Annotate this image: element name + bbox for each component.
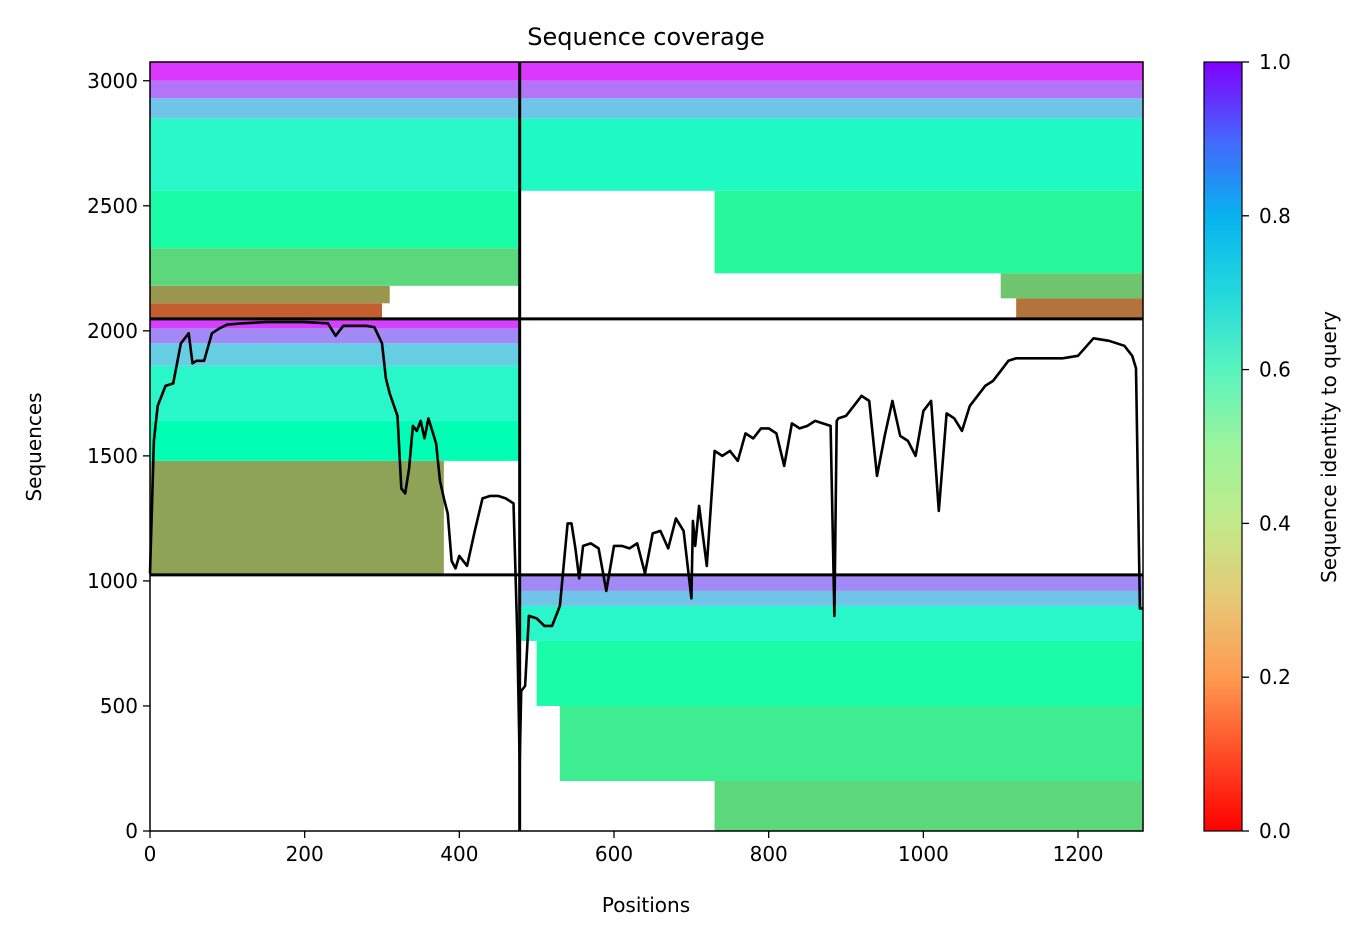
x-tick-label: 400 (440, 842, 478, 866)
coverage-line (148, 320, 1143, 765)
colorbar-tick-label: 0.0 (1259, 819, 1291, 843)
heatmap-band-2-3 (150, 343, 520, 366)
heatmap-band-3-1 (559, 705, 1143, 781)
colorbar-tick-label: 1.0 (1259, 50, 1291, 74)
x-tick-label: 600 (595, 842, 633, 866)
heatmap-band-0-7 (150, 62, 520, 81)
heatmap-band-0-6 (150, 80, 520, 99)
x-axis-title: Positions (602, 893, 690, 917)
x-axis-ticks: 0 200 400 600 800 1000 1200 (144, 831, 1104, 866)
y-axis-title: Sequences (22, 392, 46, 501)
heatmap-band-2-5 (150, 318, 520, 329)
y-axis-ticks: 0 500 1000 1500 2000 2500 3000 (87, 69, 150, 843)
colorbar-tick-label: 0.2 (1259, 665, 1291, 689)
heatmap-band-0-5 (150, 98, 520, 119)
colorbar-tick-label: 0.8 (1259, 204, 1291, 228)
y-tick-label: 2500 (87, 194, 138, 218)
heatmap-band-0-3 (150, 190, 520, 249)
colorbar-ticks: 0.0 0.2 0.4 0.6 0.8 1.0 (1242, 50, 1291, 843)
heatmap-band-3-5 (519, 574, 1143, 591)
y-tick-label: 2000 (87, 319, 138, 343)
heatmap-band-1-0 (1016, 298, 1143, 319)
heatmap-band-1-5 (519, 80, 1143, 99)
heatmap-band-1-4 (519, 98, 1143, 119)
y-tick-label: 3000 (87, 69, 138, 93)
heatmap-band-1-3 (519, 118, 1143, 191)
heatmap-band-1-2 (714, 190, 1143, 274)
x-tick-label: 800 (750, 842, 788, 866)
x-tick-label: 1200 (1053, 842, 1104, 866)
coverage-line-layer (148, 320, 1143, 765)
heatmap-band-3-2 (536, 640, 1143, 706)
heatmap-band-0-0 (150, 303, 383, 319)
chart-title: Sequence coverage (527, 23, 764, 51)
heatmap-band-0-4 (150, 118, 520, 191)
heatmap-band-3-0 (714, 780, 1143, 831)
colorbar-tick-label: 0.6 (1259, 358, 1291, 382)
colorbar (1203, 61, 1243, 832)
heatmap-band-3-3 (519, 605, 1143, 641)
heatmap-blocks (150, 62, 1143, 831)
y-tick-label: 500 (100, 694, 138, 718)
y-tick-label: 1500 (87, 444, 138, 468)
heatmap-band-2-1 (150, 420, 520, 461)
heatmap-band-2-0 (150, 460, 444, 575)
y-tick-label: 0 (125, 819, 138, 843)
heatmap-band-0-2 (150, 248, 520, 286)
x-tick-label: 0 (144, 842, 157, 866)
heatmap-band-3-4 (519, 590, 1143, 606)
colorbar-tick-label: 0.4 (1259, 511, 1291, 535)
plot-frame (149, 61, 1144, 832)
colorbar-label: Sequence identity to query (1317, 311, 1341, 583)
x-tick-label: 1000 (898, 842, 949, 866)
heatmap-band-0-1 (150, 285, 390, 304)
heatmap-band-1-1 (1000, 273, 1143, 299)
x-tick-label: 200 (286, 842, 324, 866)
y-tick-label: 1000 (87, 569, 138, 593)
heatmap-band-2-2 (150, 365, 520, 421)
heatmap-band-1-6 (519, 62, 1143, 81)
